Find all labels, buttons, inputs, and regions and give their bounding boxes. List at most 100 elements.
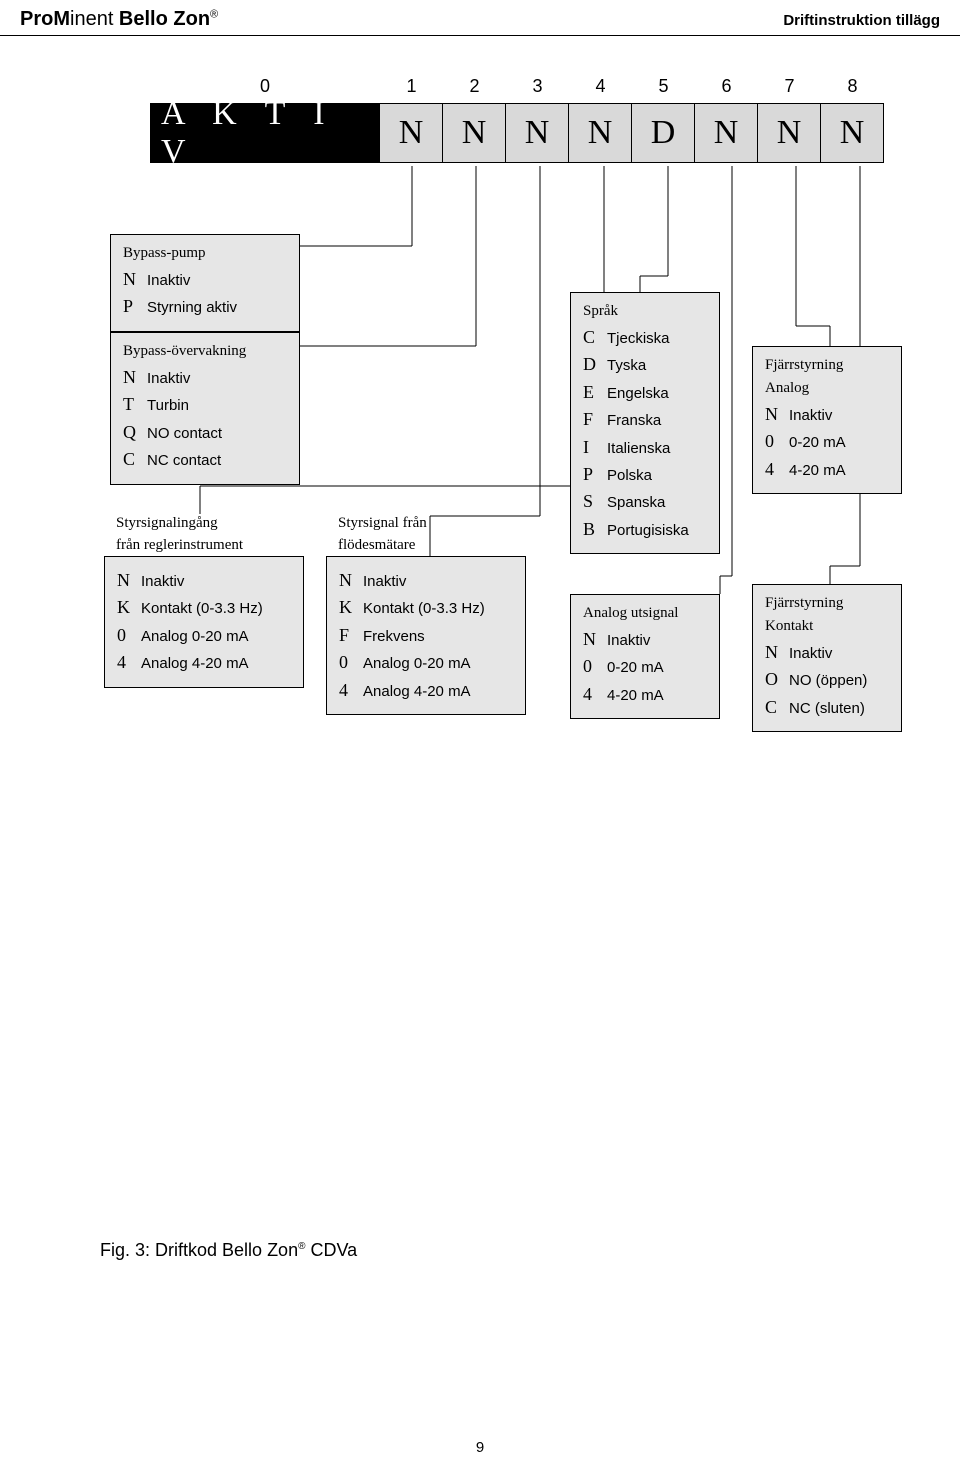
box-title: Språk (583, 303, 707, 320)
option-row: CNC (sluten) (765, 696, 889, 719)
option-label: Frekvens (363, 627, 425, 647)
option-row: F Frekvens (339, 624, 513, 647)
display-cell-6: N (694, 103, 758, 163)
digit-index-2: 2 (469, 76, 479, 97)
brand-bold: ProM (20, 8, 70, 30)
option-row: NInaktiv (765, 641, 889, 664)
option-code: O (765, 668, 783, 691)
box-styrsignal-regler: N Inaktiv K Kontakt (0-3.3 Hz) 0Analog 0-20 … (104, 556, 304, 688)
option-code: E (583, 381, 601, 404)
brand-rest: inent (70, 8, 113, 30)
option-label: NO contact (147, 424, 222, 444)
option-row: NInaktiv (765, 403, 889, 426)
option-code: N (123, 366, 141, 389)
option-code: F (583, 408, 601, 431)
box-title1: Fjärrstyrning (765, 357, 889, 374)
option-label: NO (öppen) (789, 671, 867, 691)
styr-flode-title1: Styrsignal från (338, 514, 427, 534)
display-cell-5: D (631, 103, 695, 163)
display-col-6: 6N (695, 76, 758, 163)
option-label: Inaktiv (147, 369, 190, 389)
diagram-area: 0A K T I V1N2N3N4N5D6N7N8N Bypass-pumpNI… (0, 36, 960, 916)
option-row: N Inaktiv (123, 268, 287, 291)
display-cell-7: N (757, 103, 821, 163)
display-cell-2: N (442, 103, 506, 163)
option-row: 0Analog 0-20 mA (117, 624, 291, 647)
display-cell-3: N (505, 103, 569, 163)
display-cell-1: N (379, 103, 443, 163)
display-cell-8: N (820, 103, 884, 163)
option-label: Analog 4-20 mA (141, 654, 249, 674)
option-code: N (117, 569, 135, 592)
caption-post: CDVa (305, 1240, 357, 1260)
option-row: SSpanska (583, 490, 707, 513)
option-code: 0 (765, 430, 783, 453)
option-row: 4 Analog 4-20 mA (117, 651, 291, 674)
display-col-5: 5D (632, 76, 695, 163)
option-code: 4 (339, 679, 357, 702)
option-row: E Engelska (583, 381, 707, 404)
box-analog-utsignal: Analog utsignalNInaktiv00-20 mA44-20 mA (570, 594, 720, 719)
brand-title: ProMinent Bello Zon® (20, 8, 218, 31)
digit-index-5: 5 (658, 76, 668, 97)
display-col-8: 8N (821, 76, 884, 163)
option-row: K Kontakt (0-3.3 Hz) (117, 596, 291, 619)
registered-mark: ® (210, 8, 218, 20)
option-label: Analog 4-20 mA (363, 682, 471, 702)
box-title: Bypass-övervakning (123, 343, 287, 360)
option-label: Kontakt (0-3.3 Hz) (363, 599, 485, 619)
digit-index-8: 8 (847, 76, 857, 97)
option-row: CNC contact (123, 448, 287, 471)
styr-flode-title2: flödesmätare (338, 536, 415, 556)
caption-pre: Fig. 3: Driftkod Bello Zon (100, 1240, 298, 1260)
option-label: Kontakt (0-3.3 Hz) (141, 599, 263, 619)
option-code: 4 (117, 651, 135, 674)
digit-index-7: 7 (784, 76, 794, 97)
option-label: Inaktiv (141, 572, 184, 592)
digit-index-0: 0 (260, 76, 270, 97)
option-code: N (339, 569, 357, 592)
option-row: 44-20 mA (765, 458, 889, 481)
display-col-1: 1N (380, 76, 443, 163)
option-code: 0 (117, 624, 135, 647)
option-row: N Inaktiv (123, 366, 287, 389)
styr-regler-title1: Styrsignalingång (116, 514, 218, 534)
option-label: Polska (607, 466, 652, 486)
option-row: Q NO contact (123, 421, 287, 444)
option-label: Inaktiv (147, 271, 190, 291)
display-col-4: 4N (569, 76, 632, 163)
option-code: N (123, 268, 141, 291)
page-header: ProMinent Bello Zon® Driftinstruktion ti… (0, 0, 960, 36)
option-code: K (117, 596, 135, 619)
option-label: Italienska (607, 439, 670, 459)
option-code: T (123, 393, 141, 416)
digit-index-1: 1 (406, 76, 416, 97)
box-bypass-pump: Bypass-pumpNInaktivPStyrning aktiv (110, 234, 300, 332)
box-fjarrstyrning-analog: FjärrstyrningAnalogNInaktiv00-20 mA44-20… (752, 346, 902, 494)
option-code: N (583, 628, 601, 651)
option-code: C (583, 326, 601, 349)
option-row: F Franska (583, 408, 707, 431)
box-styrsignal-flodesmatare: NInaktivKKontakt (0-3.3 Hz)FFrekvens0Ana… (326, 556, 526, 715)
option-label: Tjeckiska (607, 329, 670, 349)
option-code: D (583, 353, 601, 376)
option-label: 4-20 mA (607, 686, 664, 706)
figure-caption: Fig. 3: Driftkod Bello Zon® CDVa (100, 1240, 357, 1261)
digit-index-4: 4 (595, 76, 605, 97)
option-label: Franska (607, 411, 661, 431)
option-label: NC (sluten) (789, 699, 865, 719)
option-code: Q (123, 421, 141, 444)
brand-product: Bello Zon (113, 8, 210, 30)
display-cell-aktiv: A K T I V (150, 103, 380, 163)
option-row: C Tjeckiska (583, 326, 707, 349)
option-code: B (583, 518, 601, 541)
display-col-0: 0 A K T I V (150, 76, 380, 163)
option-label: Engelska (607, 384, 669, 404)
option-row: PPolska (583, 463, 707, 486)
option-label: Inaktiv (789, 406, 832, 426)
option-label: Inaktiv (789, 644, 832, 664)
option-row: 00-20 mA (583, 655, 707, 678)
option-code: F (339, 624, 357, 647)
option-row: NInaktiv (583, 628, 707, 651)
option-label: 0-20 mA (607, 658, 664, 678)
